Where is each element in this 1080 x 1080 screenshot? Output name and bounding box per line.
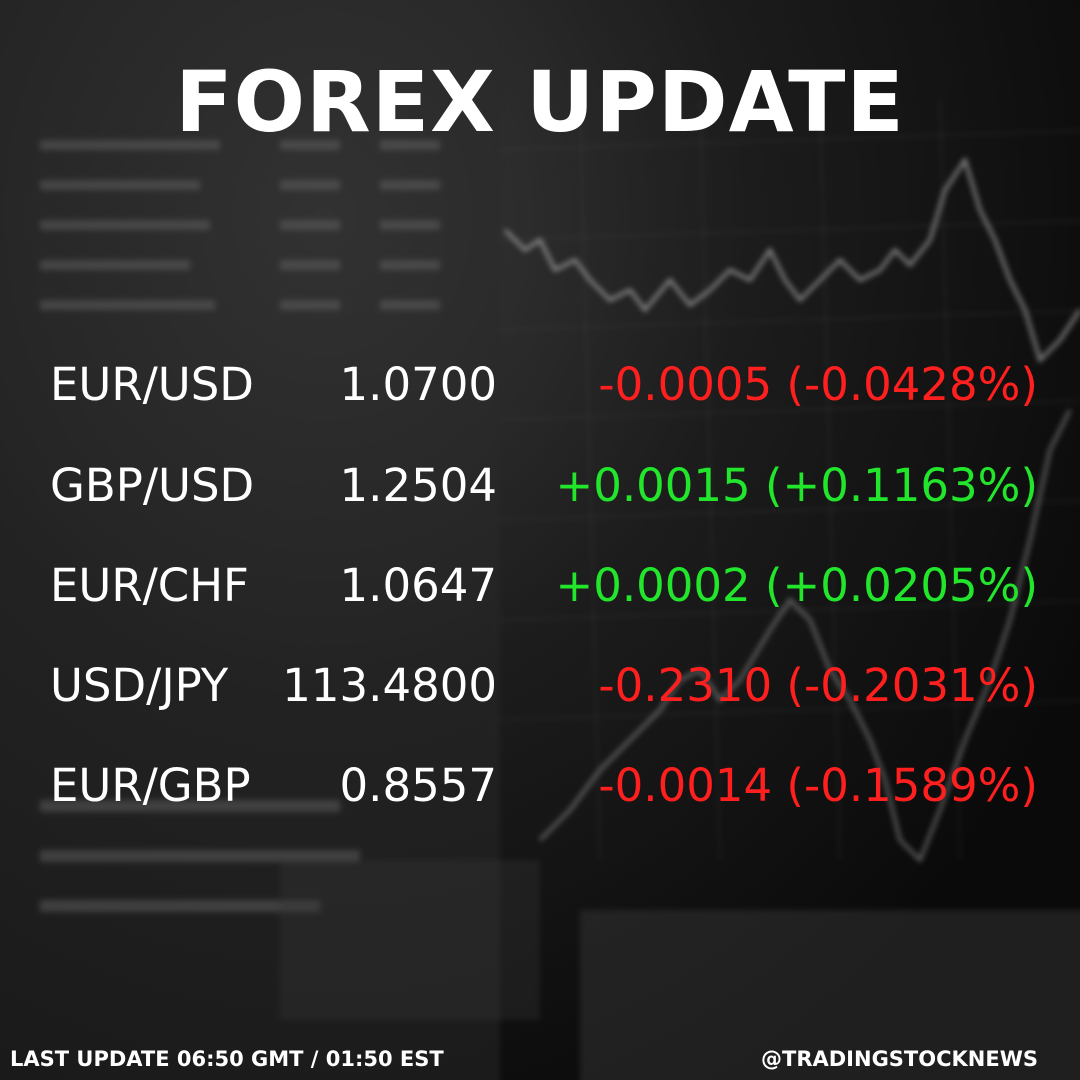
exchange-rate: 1.0647: [339, 559, 497, 612]
quote-row-gbp-usd: GBP/USD 1.2504 +0.0015 (+0.1163%): [0, 451, 1080, 521]
rate-change: +0.0002 (+0.0205%): [555, 559, 1039, 612]
rate-change: -0.0014 (-0.1589%): [598, 759, 1038, 812]
quote-row-eur-usd: EUR/USD 1.0700 -0.0005 (-0.0428%): [0, 350, 1080, 420]
currency-pair: EUR/USD: [50, 358, 254, 411]
exchange-rate: 0.8557: [339, 759, 497, 812]
currency-pair: EUR/GBP: [50, 759, 251, 812]
last-update-timestamp: LAST UPDATE 06:50 GMT / 01:50 EST: [10, 1046, 444, 1071]
rate-change: +0.0015 (+0.1163%): [555, 459, 1039, 512]
quote-row-usd-jpy: USD/JPY 113.4800 -0.2310 (-0.2031%): [0, 651, 1080, 721]
social-handle: @TRADINGSTOCKNEWS: [761, 1046, 1038, 1071]
exchange-rate: 1.2504: [339, 459, 497, 512]
quote-row-eur-chf: EUR/CHF 1.0647 +0.0002 (+0.0205%): [0, 551, 1080, 621]
currency-pair: GBP/USD: [50, 459, 255, 512]
rate-change: -0.0005 (-0.0428%): [598, 358, 1038, 411]
page-title: FOREX UPDATE: [175, 53, 905, 151]
currency-pair: EUR/CHF: [50, 559, 249, 612]
rate-change: -0.2310 (-0.2031%): [598, 659, 1038, 712]
exchange-rate: 113.4800: [282, 659, 497, 712]
exchange-rate: 1.0700: [339, 358, 497, 411]
quote-row-eur-gbp: EUR/GBP 0.8557 -0.0014 (-0.1589%): [0, 751, 1080, 821]
currency-pair: USD/JPY: [50, 659, 229, 712]
